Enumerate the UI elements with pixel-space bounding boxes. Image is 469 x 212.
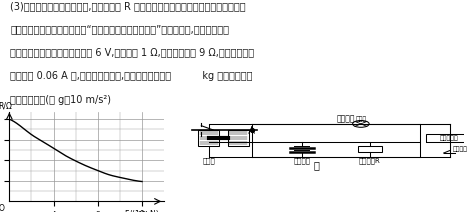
- Text: 才会被记录。(取 g＝10 m/s²): 才会被记录。(取 g＝10 m/s²): [10, 95, 111, 105]
- Text: (3)通过进一步实验研究知道,该压敏电阻 R 的阻值随压力变化的图像如图丙所示。某同: (3)通过进一步实验研究知道,该压敏电阻 R 的阻值随压力变化的图像如图丙所示。…: [10, 1, 246, 11]
- Text: 控制电路: 控制电路: [293, 158, 310, 164]
- Text: 电控照相机: 电控照相机: [440, 135, 459, 141]
- Text: O: O: [0, 204, 5, 212]
- Bar: [358, 146, 382, 152]
- Text: 指示灯: 指示灯: [356, 117, 366, 123]
- Text: 光控开关: 光控开关: [453, 146, 468, 152]
- Text: F/(10⁴ N): F/(10⁴ N): [125, 210, 159, 212]
- Bar: [426, 134, 469, 142]
- Text: 学利用该压敏电阻设计了一种“超重违规证据模拟记录器”的控制电路,如图丁所示。: 学利用该压敏电阻设计了一种“超重违规证据模拟记录器”的控制电路,如图丁所示。: [10, 24, 229, 34]
- Text: 丙: 丙: [78, 211, 84, 212]
- Text: 工作电路: 工作电路: [337, 114, 356, 124]
- Text: 丁: 丁: [314, 160, 319, 170]
- Text: 电流大于 0.06 A 时,磁铁即会被吸引,则只有当质量超过          kg 的车辆违规时: 电流大于 0.06 A 时,磁铁即会被吸引,则只有当质量超过 kg 的车辆违规时: [10, 71, 253, 81]
- Bar: [198, 130, 219, 146]
- Text: 压敏电阻R: 压敏电阻R: [359, 158, 381, 164]
- Text: 继电器: 继电器: [202, 158, 215, 164]
- Text: 已知该电路中电源的电动势均为 6 V,内阻均为 1 Ω,继电器电阻为 9 Ω,当控制电路中: 已知该电路中电源的电动势均为 6 V,内阻均为 1 Ω,继电器电阻为 9 Ω,当…: [10, 47, 254, 57]
- Text: R/Ω: R/Ω: [0, 102, 12, 111]
- Bar: [228, 130, 249, 146]
